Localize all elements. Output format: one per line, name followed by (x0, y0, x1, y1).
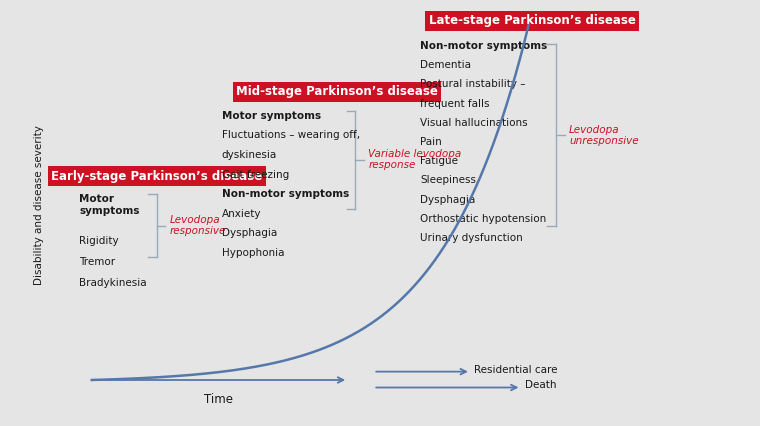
Text: Hypophonia: Hypophonia (222, 248, 284, 258)
Text: Gait freezing: Gait freezing (222, 170, 289, 180)
Text: Residential care: Residential care (474, 365, 558, 374)
Text: Death: Death (525, 380, 556, 390)
Text: Dementia: Dementia (420, 60, 471, 70)
Text: Dysphagia: Dysphagia (420, 195, 476, 204)
Text: Early-stage Parkinson’s disease: Early-stage Parkinson’s disease (51, 170, 262, 183)
Text: Postural instability –: Postural instability – (420, 79, 526, 89)
Text: Fatigue: Fatigue (420, 156, 458, 166)
Text: Levodopa
responsive: Levodopa responsive (169, 215, 226, 236)
Text: Pain: Pain (420, 137, 442, 147)
Text: Mid-stage Parkinson’s disease: Mid-stage Parkinson’s disease (236, 86, 439, 98)
Text: Late-stage Parkinson’s disease: Late-stage Parkinson’s disease (429, 14, 635, 27)
Text: frequent falls: frequent falls (420, 98, 489, 109)
Text: Tremor: Tremor (80, 257, 116, 267)
Text: Disability and disease severity: Disability and disease severity (34, 125, 44, 285)
Text: Fluctuations – wearing off,: Fluctuations – wearing off, (222, 130, 359, 140)
Text: Non-motor symptoms: Non-motor symptoms (420, 41, 547, 51)
Text: Urinary dysfunction: Urinary dysfunction (420, 233, 523, 243)
Text: Motor
symptoms: Motor symptoms (80, 194, 140, 216)
Text: Bradykinesia: Bradykinesia (80, 278, 147, 288)
Text: Rigidity: Rigidity (80, 236, 119, 246)
Text: Variable levodopa
response: Variable levodopa response (369, 149, 461, 170)
Text: Anxiety: Anxiety (222, 209, 261, 219)
Text: Sleepiness: Sleepiness (420, 176, 477, 185)
Text: Orthostatic hypotension: Orthostatic hypotension (420, 214, 546, 224)
Text: dyskinesia: dyskinesia (222, 150, 277, 160)
Text: Time: Time (204, 393, 233, 406)
Text: Non-motor symptoms: Non-motor symptoms (222, 189, 349, 199)
Text: Dysphagia: Dysphagia (222, 228, 277, 239)
Text: Levodopa
unresponsive: Levodopa unresponsive (569, 124, 638, 146)
Text: Motor symptoms: Motor symptoms (222, 111, 321, 121)
Text: Visual hallucinations: Visual hallucinations (420, 118, 528, 128)
